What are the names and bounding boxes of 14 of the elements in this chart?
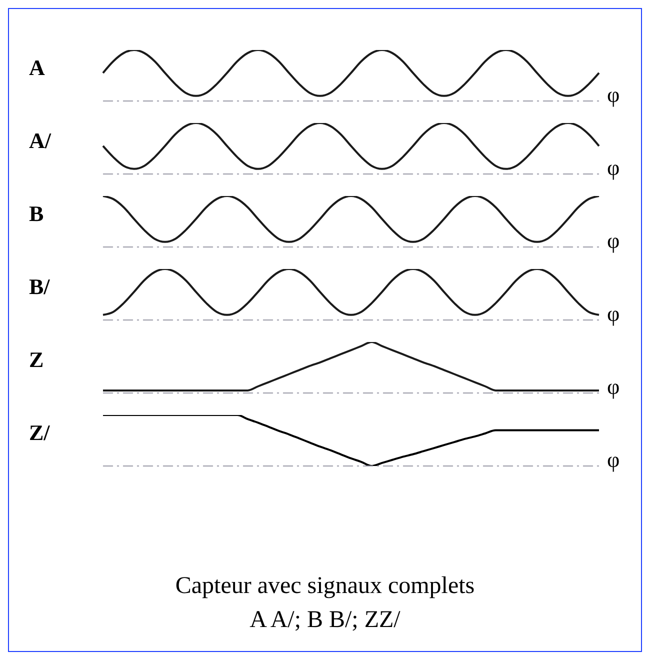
x-axis-title: φ (607, 374, 620, 400)
text: Capteur avec signaux complets (174, 572, 476, 601)
x-axis-title: φ (607, 301, 620, 327)
text: A A/; B B/; ZZ/ (248, 606, 402, 635)
y-axis-title: A/ (28, 128, 52, 154)
x-axis-title: φ (607, 155, 620, 181)
x-axis-title: φ (607, 447, 620, 473)
y-axis-title: B (28, 200, 45, 226)
y-axis-title: Z/ (28, 420, 51, 446)
y-axis-title: B/ (28, 274, 51, 300)
y-axis-title: A (28, 54, 46, 80)
x-axis-title: φ (607, 82, 620, 108)
x-axis-title: φ (607, 228, 620, 254)
y-axis-title: Z (28, 346, 45, 372)
